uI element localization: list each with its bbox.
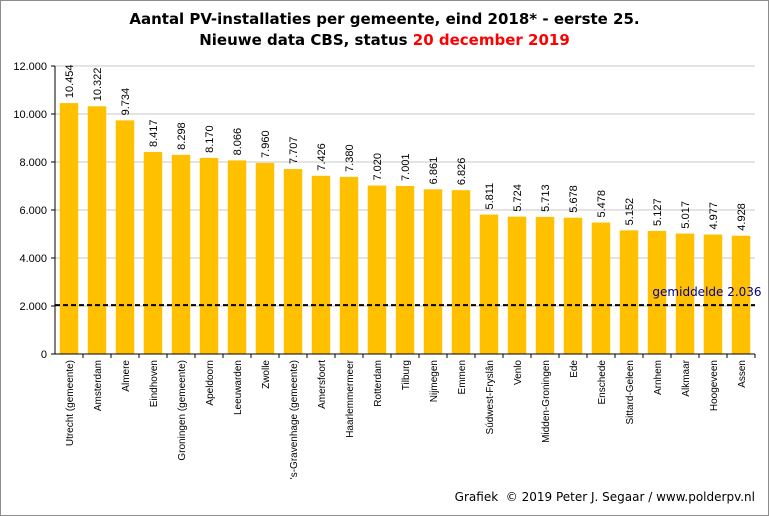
- y-tick-label: 2.000: [19, 301, 47, 313]
- bar: [507, 216, 527, 354]
- bar: [339, 176, 359, 354]
- data-label: 4.928: [736, 203, 748, 231]
- title-line-1: Aantal PV-installaties per gemeente, ein…: [129, 10, 640, 28]
- data-label: 8.170: [204, 125, 216, 153]
- x-tick-label: Assen: [737, 360, 748, 388]
- bar: [59, 103, 79, 354]
- bar: [675, 233, 695, 354]
- x-tick-label: Nijmegen: [429, 360, 440, 402]
- x-tick-label: Emmen: [457, 360, 468, 394]
- x-tick-label: Leeuwarden: [233, 360, 244, 415]
- data-label: 5.724: [512, 184, 524, 212]
- data-label: 5.478: [596, 190, 608, 218]
- data-label: 6.826: [456, 158, 468, 186]
- y-tick-label: 4.000: [19, 253, 47, 265]
- data-label: 4.977: [708, 202, 720, 230]
- data-label: 7.426: [316, 143, 328, 171]
- x-tick-label: Arnhem: [653, 360, 664, 395]
- y-axis: 0 2.000 4.000 6.000 8.000 10.000 12.000: [13, 61, 56, 361]
- x-tick-label: Venlo: [513, 360, 524, 385]
- data-label: 7.380: [344, 144, 356, 172]
- data-label: 5.678: [568, 185, 580, 213]
- chart-title: Aantal PV-installaties per gemeente, ein…: [0, 9, 769, 51]
- bar: [87, 106, 107, 354]
- x-tick-label: 's-Gravenhage (gemeente): [289, 360, 300, 479]
- x-tick-label: Almere: [121, 360, 132, 392]
- x-tick-label: Rotterdam: [373, 360, 384, 407]
- x-tick-label: Eindhoven: [149, 360, 160, 407]
- bar: [423, 189, 443, 354]
- bar: [311, 175, 331, 354]
- data-label: 5.713: [540, 184, 552, 212]
- bar: [563, 217, 583, 354]
- data-label: 5.017: [680, 201, 692, 229]
- title-line-2-prefix: Nieuwe data CBS, status: [199, 31, 413, 49]
- data-label: 10.322: [92, 68, 104, 102]
- footer-credit: Grafiek © 2019 Peter J. Segaar / www.pol…: [454, 490, 755, 504]
- bar: [535, 216, 555, 354]
- x-tick-label: Enschede: [597, 360, 608, 405]
- x-tick-label: Groningen (gemeente): [177, 360, 188, 461]
- bar: [367, 185, 387, 354]
- bar: [619, 230, 639, 354]
- x-tick-label: Súdwest-Fryslân: [485, 360, 496, 434]
- bar: [255, 162, 275, 354]
- x-tick-label: Haarlemmermeer: [345, 359, 356, 437]
- y-tick-label: 10.000: [13, 109, 47, 121]
- data-labels: 10.454 10.322 9.734 8.417 8.298 8.170 8.066 7.9…: [64, 64, 748, 230]
- data-label: 7.001: [400, 153, 412, 181]
- x-tick-label: Ede: [569, 360, 580, 378]
- data-label: 8.066: [232, 128, 244, 156]
- x-tick-label: Tilburg: [401, 360, 412, 390]
- bar: [199, 157, 219, 354]
- data-label: 7.960: [260, 130, 272, 158]
- x-tick-label: Apeldoorn: [205, 360, 216, 406]
- bar: [143, 151, 163, 354]
- bar: [227, 160, 247, 354]
- y-tick-label: 0: [41, 349, 47, 361]
- data-label: 7.707: [288, 137, 300, 165]
- bar: [115, 120, 135, 354]
- bar: [731, 235, 751, 354]
- bar: [703, 234, 723, 354]
- bar: [171, 154, 191, 354]
- data-label: 9.734: [120, 88, 132, 116]
- data-label: 10.454: [64, 64, 76, 98]
- title-date: 20 december 2019: [412, 31, 570, 49]
- bars: [59, 103, 751, 354]
- data-label: 5.127: [652, 198, 664, 226]
- x-tick-label: Amsterdam: [93, 360, 104, 411]
- data-label: 5.811: [484, 183, 496, 210]
- x-axis: Utrecht (gemeente) Amsterdam Almere Eindhov…: [55, 353, 756, 479]
- bar: [647, 230, 667, 354]
- x-tick-label: Hoogeveen: [709, 360, 720, 411]
- data-label: 5.152: [624, 198, 636, 226]
- data-label: 8.298: [176, 122, 188, 150]
- title-line-2: Nieuwe data CBS, status 20 december 2019: [0, 30, 769, 51]
- x-tick-label: Sittard-Geleen: [625, 360, 636, 424]
- bar: [591, 222, 611, 354]
- bar: [283, 169, 303, 354]
- bar: [451, 190, 471, 354]
- x-tick-label: Utrecht (gemeente): [65, 360, 76, 446]
- x-tick-label: Amersfoort: [317, 360, 328, 409]
- data-label: 8.417: [148, 119, 160, 147]
- average-label: gemiddelde 2.036: [652, 285, 761, 299]
- x-tick-label: Alkmaar: [681, 359, 692, 396]
- y-tick-label: 12.000: [13, 61, 47, 73]
- data-label: 7.020: [372, 153, 384, 181]
- y-tick-label: 8.000: [19, 157, 47, 169]
- bar: [395, 185, 415, 354]
- x-tick-label: Zwolle: [261, 360, 272, 389]
- y-tick-label: 6.000: [19, 205, 47, 217]
- bar: [479, 214, 499, 354]
- x-tick-label: Midden-Groningen: [541, 360, 552, 443]
- average-line-group: gemiddelde 2.036: [55, 285, 762, 307]
- data-label: 6.861: [428, 157, 440, 185]
